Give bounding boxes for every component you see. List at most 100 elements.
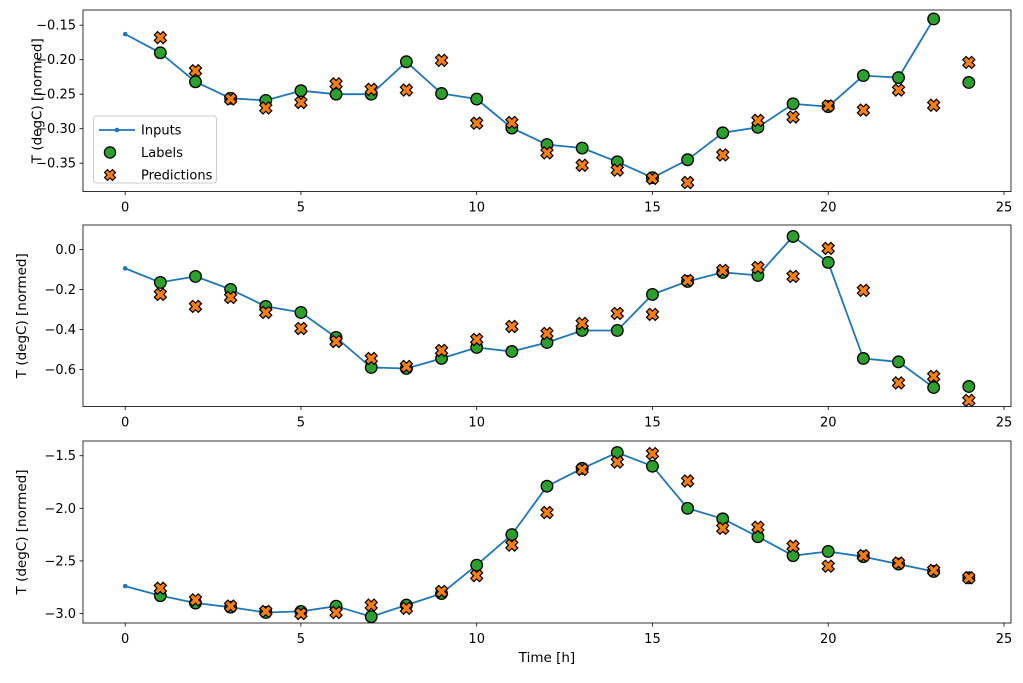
prediction-marker	[469, 568, 484, 583]
prediction-marker	[434, 343, 449, 358]
label-marker	[153, 275, 167, 289]
prediction-marker	[329, 76, 343, 91]
y-axis-label: T (degC) [normed]	[14, 253, 30, 379]
prediction-marker	[926, 369, 941, 384]
prediction-marker	[680, 273, 695, 288]
x-tick-label: 0	[121, 201, 129, 216]
legend-predictions-sample	[103, 168, 117, 182]
prediction-marker	[786, 539, 800, 554]
prediction-marker	[399, 83, 414, 97]
subplot-2: 0 5 10 15 20 25 0.0 −0.2 −0.4 −0.6 T (degC) [norme…	[14, 224, 1012, 431]
label-marker	[856, 352, 870, 365]
y-axis-label: T (degC) [normed]	[30, 38, 46, 164]
label-marker	[646, 459, 659, 473]
subplot-1: 0 5 10 15 20 25 −0.15 −0.20 −0.25 −0.30 −0.35T (de…	[30, 9, 1012, 216]
label-marker	[681, 153, 695, 167]
prediction-marker	[258, 101, 273, 115]
prediction-marker	[821, 99, 836, 113]
prediction-marker	[294, 606, 308, 621]
prediction-marker	[961, 570, 976, 585]
x-tick-label: 10	[468, 632, 485, 647]
prediction-marker	[294, 321, 308, 336]
legend-box	[93, 115, 217, 184]
legend: Inputs Labels Predictions	[93, 115, 217, 184]
prediction-marker	[540, 505, 554, 520]
label-marker	[681, 501, 695, 515]
prediction-marker	[926, 563, 941, 578]
inputs-line	[124, 235, 935, 389]
input-point-marker	[122, 31, 128, 37]
y-tick-label: −0.15	[36, 19, 76, 34]
label-marker	[470, 558, 484, 572]
y-axis-label: T (degC) [normed]	[14, 470, 30, 596]
label-marker	[962, 76, 976, 89]
label-marker	[610, 324, 624, 337]
label-marker	[505, 345, 519, 358]
x-tick-label: 10	[468, 416, 485, 431]
prediction-marker	[680, 175, 695, 190]
x-tick-label: 20	[820, 632, 837, 647]
legend-entry-label: Inputs	[141, 124, 182, 139]
label-marker	[575, 141, 589, 155]
prediction-marker	[891, 376, 906, 390]
prediction-marker	[821, 559, 836, 574]
x-tick-label: 20	[820, 201, 837, 216]
x-tick-label: 0	[121, 632, 129, 647]
prediction-marker	[961, 55, 976, 70]
prediction-marker	[891, 556, 906, 570]
axes-frame	[82, 440, 1012, 624]
y-tick-label: −0.4	[44, 323, 76, 338]
y-tick-label: −0.2	[44, 283, 76, 298]
prediction-marker	[469, 116, 484, 131]
legend-x-icon	[103, 168, 117, 182]
y-tick-label: −2.0	[44, 502, 76, 517]
x-tick-label: 5	[297, 201, 305, 216]
x-axis-label: Time [h]	[518, 650, 575, 666]
legend-entry-label: Predictions	[141, 169, 213, 184]
prediction-marker	[891, 83, 906, 97]
label-marker	[716, 126, 730, 140]
prediction-marker	[329, 334, 343, 349]
label-marker	[892, 71, 905, 85]
prediction-marker	[504, 538, 519, 553]
prediction-marker	[715, 148, 730, 162]
y-tick-label: −0.25	[36, 88, 76, 103]
prediction-marker	[610, 163, 625, 177]
label-marker	[821, 255, 835, 269]
prediction-marker	[223, 92, 238, 106]
prediction-marker	[786, 110, 800, 124]
prediction-marker	[504, 115, 519, 130]
y-tick-label: −3.0	[44, 607, 76, 622]
label-marker	[470, 92, 484, 106]
x-tick-label: 25	[996, 632, 1013, 647]
label-marker	[399, 55, 413, 69]
prediction-marker	[856, 103, 871, 117]
prediction-marker	[961, 393, 976, 408]
prediction-marker	[540, 145, 554, 160]
prediction-marker	[821, 241, 836, 256]
prediction-marker	[680, 474, 695, 488]
input-point-marker	[122, 266, 128, 271]
prediction-marker	[153, 30, 168, 45]
prediction-marker	[258, 305, 273, 320]
prediction-marker	[258, 604, 273, 619]
prediction-marker	[645, 446, 660, 461]
prediction-marker	[364, 82, 379, 97]
y-tick-label: 0.0	[55, 243, 76, 258]
prediction-marker	[610, 455, 625, 469]
prediction-marker	[434, 584, 449, 599]
prediction-marker	[540, 326, 554, 341]
prediction-marker	[399, 359, 414, 374]
prediction-marker	[926, 98, 941, 113]
prediction-marker	[751, 520, 765, 535]
label-marker	[856, 69, 870, 83]
x-tick-label: 20	[820, 416, 837, 431]
inputs-line	[124, 18, 935, 179]
x-tick-label: 5	[297, 632, 305, 647]
prediction-marker	[504, 319, 519, 334]
y-tick-label: −0.35	[36, 157, 76, 172]
label-marker	[786, 97, 800, 111]
prediction-marker	[751, 260, 765, 275]
